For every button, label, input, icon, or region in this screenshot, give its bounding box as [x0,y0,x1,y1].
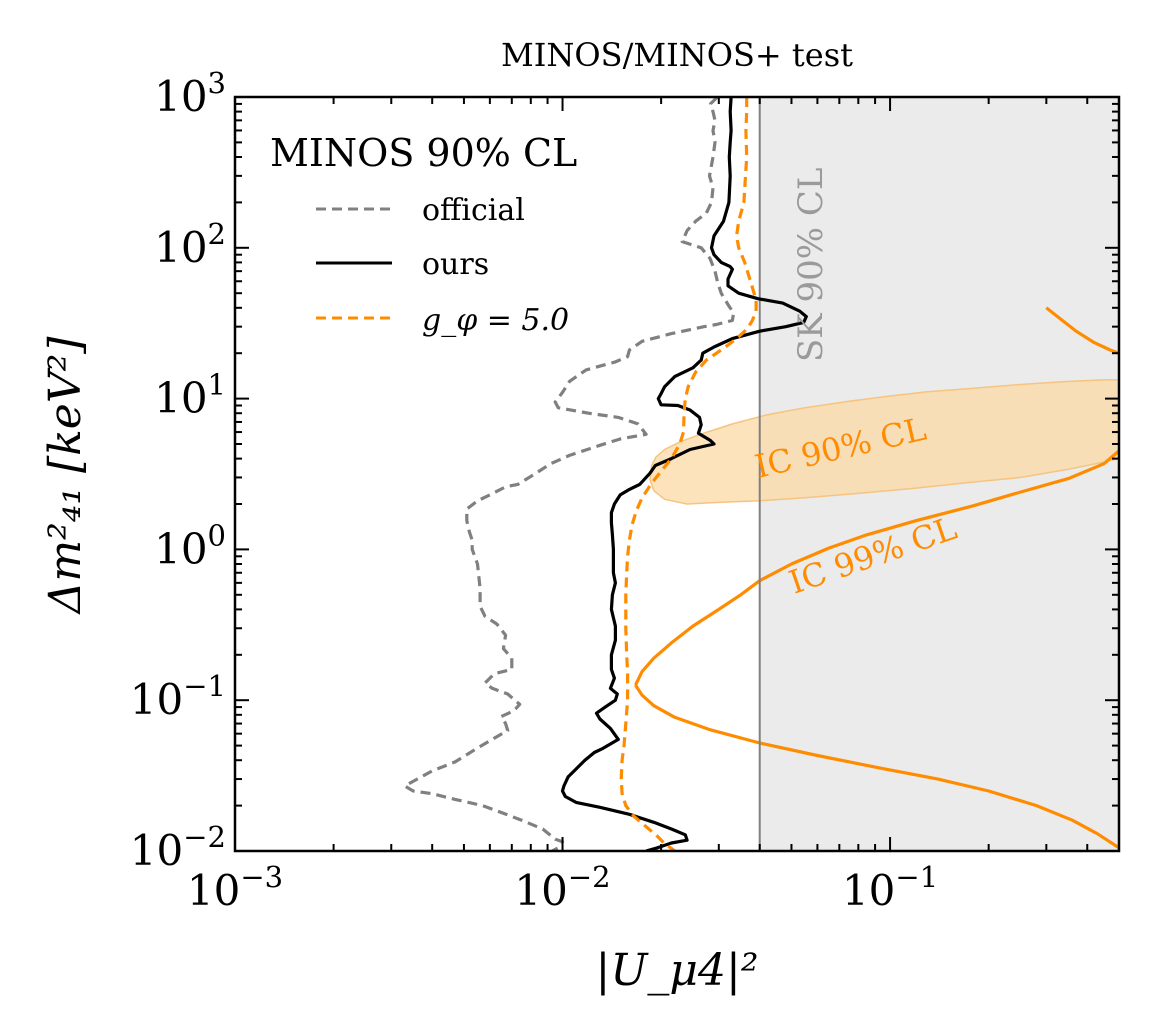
y-tick-label-4: 102 [154,217,226,272]
legend-title: MINOS 90% CL [270,131,577,175]
series-ours-line [560,97,808,851]
x-tick-label-1: 10−2 [514,860,610,915]
y-tick-label-5: 103 [154,66,226,121]
series-group [403,97,808,851]
ic-99-segment-1 [634,684,1119,850]
legend-label-ours: ours [422,247,489,282]
sk-label: SK 90% CL [791,168,831,362]
ic-99-segment-0 [634,449,1119,686]
y-tick-label-1: 10−1 [130,669,226,724]
plot-frame [233,95,1121,853]
legend-label-g-phi: g_φ = 5.0 [422,303,569,338]
y-tick-label-2: 100 [154,518,226,573]
chart-title: MINOS/MINOS+ test [501,36,853,74]
ic-99-segment-2 [1045,306,1119,355]
ic-99-contour [634,306,1119,850]
axis-ticks [234,96,1120,852]
series-g-phi-line [619,97,758,851]
y-axis-label: Δm²₄₁ [keV²] [40,336,91,616]
legend: MINOS 90% CL official ours g_φ = 5.0 [270,131,577,338]
x-axis-label: |U_μ4|² [596,945,759,996]
x-tick-label-0: 10−3 [187,860,283,915]
y-tick-label-3: 101 [154,368,226,423]
x-tick-labels: 10−3 10−2 10−1 [187,860,938,915]
plot-area [403,97,1119,851]
x-tick-label-2: 10−1 [842,860,938,915]
legend-label-official: official [422,193,525,228]
